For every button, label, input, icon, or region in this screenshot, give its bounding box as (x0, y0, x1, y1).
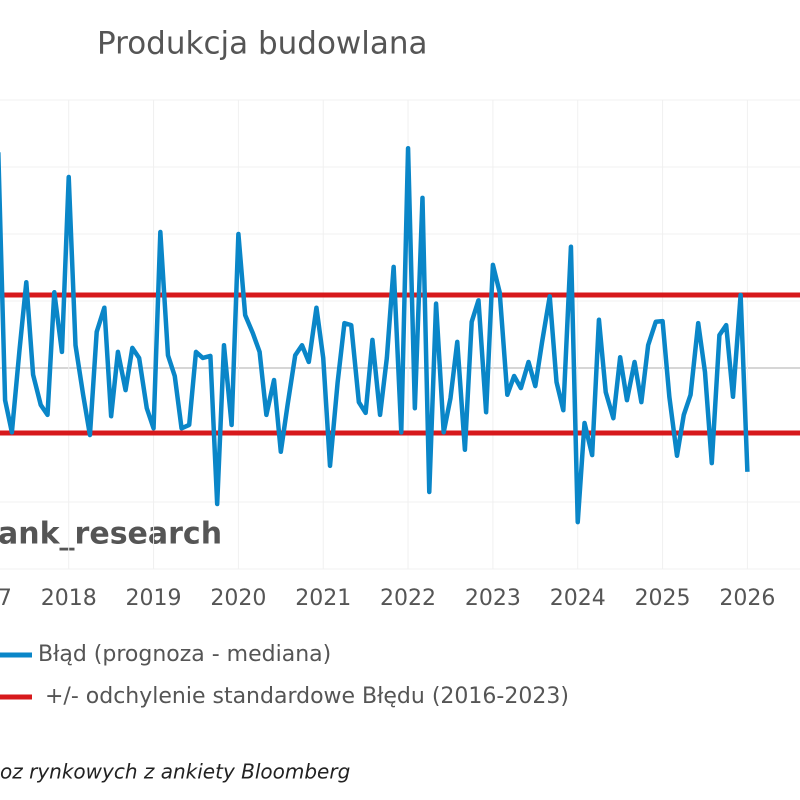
legend-label: +/- odchylenie standardowe Błędu (2016-2… (38, 684, 569, 709)
x-tick-label: 2024 (550, 586, 606, 611)
data-line (0, 145, 750, 525)
x-tick-label: 2026 (719, 586, 775, 611)
x-tick-label: 2020 (210, 586, 266, 611)
x-tick-label: 2017 (0, 586, 12, 611)
x-tick-label: 2025 (635, 586, 691, 611)
source-note: oz rynkowych z ankiety Bloomberg (0, 760, 350, 784)
x-tick-label: 2021 (295, 586, 351, 611)
x-tick-label: 2018 (41, 586, 97, 611)
watermark: ank_research (0, 517, 222, 552)
x-tick-label: 2022 (380, 586, 436, 611)
chart-title: Produkcja budowlana (97, 26, 428, 62)
x-tick-label: 2019 (126, 586, 182, 611)
legend-label: Błąd (prognoza - mediana) (38, 642, 331, 667)
x-tick-label: 2023 (465, 586, 521, 611)
